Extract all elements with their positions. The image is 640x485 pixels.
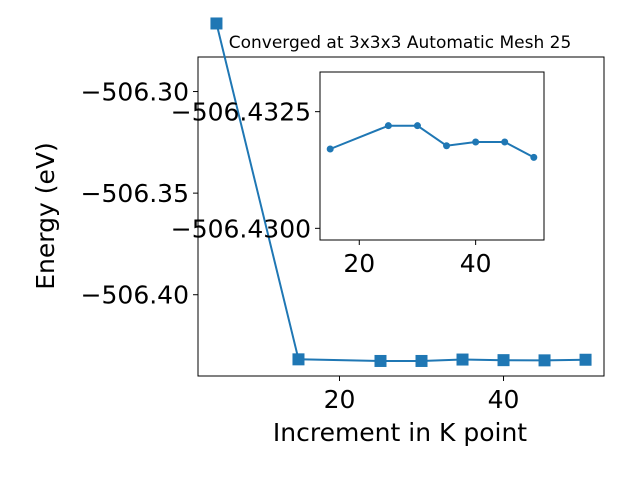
inset-data-point bbox=[384, 122, 392, 130]
y-tick-label: −506.30 bbox=[81, 78, 189, 107]
data-point bbox=[292, 353, 305, 366]
inset-data-point bbox=[501, 138, 509, 146]
inset-plot-frame bbox=[319, 71, 545, 241]
y-tick-label: −506.40 bbox=[81, 281, 189, 310]
data-point bbox=[579, 353, 592, 366]
x-tick-label: 40 bbox=[488, 385, 520, 414]
inset-data-point bbox=[413, 122, 421, 130]
y-axis-label: Energy (eV) bbox=[31, 142, 60, 289]
inset-y-tick-label: −506.4325 bbox=[171, 98, 311, 127]
inset-x-tick-label: 20 bbox=[343, 249, 375, 278]
data-point bbox=[497, 354, 510, 367]
series-line bbox=[215, 23, 586, 362]
data-point bbox=[538, 354, 551, 367]
inset-data-point bbox=[472, 138, 480, 146]
x-tick-label: 20 bbox=[324, 385, 356, 414]
inset-y-tick-label: −506.4300 bbox=[171, 214, 311, 243]
data-point bbox=[374, 354, 387, 367]
inset-plot: 20 40 −506.4325 −506.4300 bbox=[171, 71, 545, 278]
y-tick-label: −506.35 bbox=[81, 179, 189, 208]
inset-x-tick-label: 40 bbox=[460, 249, 492, 278]
data-point bbox=[456, 353, 469, 366]
inset-data-point bbox=[326, 145, 334, 153]
x-axis-label: Increment in K point bbox=[273, 418, 527, 447]
inset-data-point bbox=[443, 142, 451, 150]
data-point bbox=[415, 354, 428, 367]
data-point bbox=[210, 17, 223, 30]
inset-data-point bbox=[530, 153, 538, 161]
chart-title: Converged at 3x3x3 Automatic Mesh 25 bbox=[229, 33, 572, 53]
